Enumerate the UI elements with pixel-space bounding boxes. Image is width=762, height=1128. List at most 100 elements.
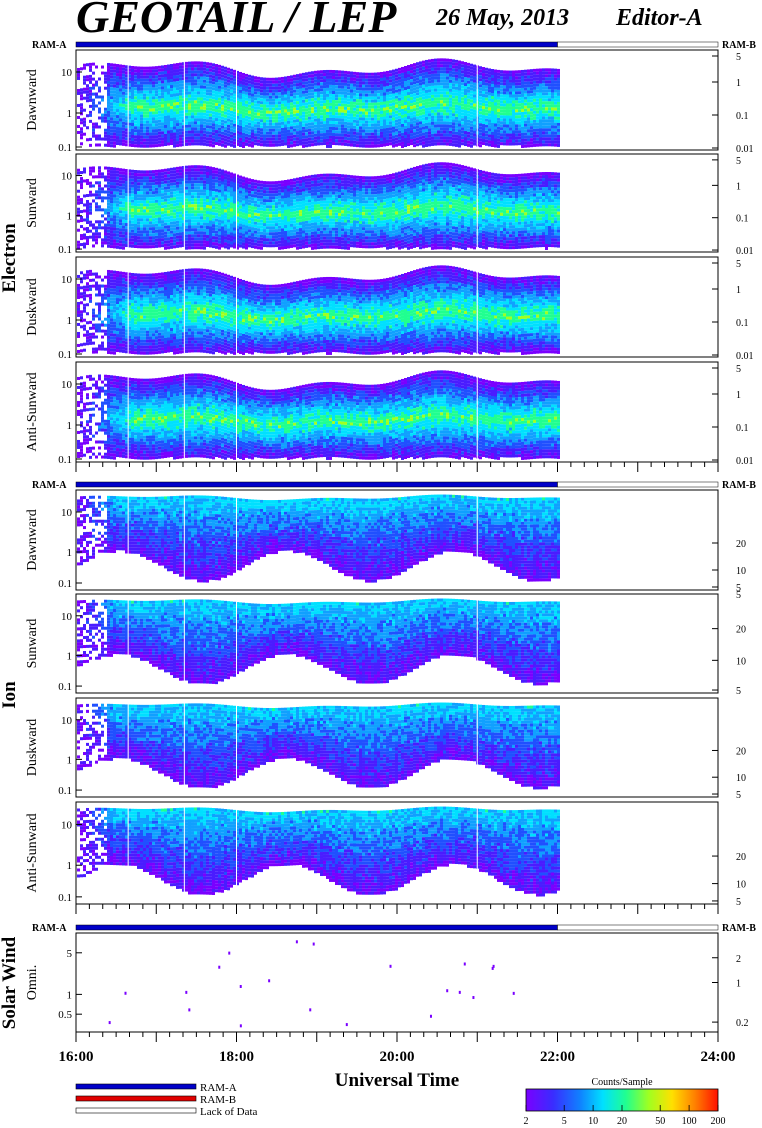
panel-label: Duskward: [25, 719, 40, 777]
ram-bar-left-label: RAM-A: [32, 40, 67, 51]
x-tick-label: 16:00: [59, 1049, 94, 1065]
colorbar-tick-label: 2: [524, 1116, 529, 1127]
group-label-solar-wind: Solar Wind: [0, 936, 20, 1029]
left-tick-label: 0.1: [58, 454, 72, 466]
plot-date: 26 May, 2013: [435, 5, 569, 31]
right-tick-label: 10: [736, 880, 746, 891]
heatmap: [109, 940, 515, 1027]
panel-ion-duskward: Duskward 10 1 0.1 20 10 5: [25, 698, 746, 801]
panel-label: Anti-Sunward: [25, 813, 40, 892]
right-tick-label: 20: [736, 539, 746, 550]
panel-ion-sunward: Sunward 10 1 0.1 5 20 10 5: [25, 590, 746, 697]
ram-a-segment: [76, 482, 558, 487]
right-tick-label: 5: [736, 52, 741, 63]
right-tick-label: 10: [736, 566, 746, 577]
right-tick-label: 5: [736, 790, 741, 801]
left-tick-label: 10: [61, 171, 73, 183]
left-tick-label: 10: [61, 507, 73, 519]
right-tick-label: 20: [736, 625, 746, 636]
left-tick-label: 0.1: [58, 892, 72, 904]
right-tick-label: 10: [736, 656, 746, 667]
right-tick-label: 1: [736, 181, 741, 192]
heatmap: [77, 596, 560, 691]
ram-bar-ion: RAM-A RAM-B: [32, 480, 756, 491]
lack-of-data-segment: [558, 482, 719, 487]
right-tick-label: 5: [736, 686, 741, 697]
panel-label: Omni.: [25, 965, 40, 1000]
left-tick-label: 0.1: [58, 681, 72, 693]
legend-swatch-ram-b: [76, 1096, 196, 1101]
ram-bar-right-label: RAM-B: [722, 40, 756, 51]
panel-label: Duskward: [25, 278, 40, 336]
left-tick-label: 1: [67, 650, 73, 662]
right-tick-label: 0.01: [736, 351, 754, 362]
right-tick-label: 5: [736, 364, 741, 375]
heatmap: [77, 700, 560, 795]
right-tick-label: 0.1: [736, 423, 749, 434]
ram-bar-right-label: RAM-B: [722, 480, 756, 491]
ram-bar-left-label: RAM-A: [32, 923, 67, 934]
colorbar-tick-label: 5: [562, 1116, 567, 1127]
right-tick-label: 5: [736, 897, 741, 908]
x-tick-label: 24:00: [701, 1049, 736, 1065]
heatmap: [77, 804, 560, 902]
right-tick-label: 0.01: [736, 246, 754, 257]
right-tick-label: 5: [736, 590, 741, 601]
panel-label: Sunward: [25, 619, 40, 669]
left-tick-label: 1: [67, 754, 73, 766]
left-tick-label: 1: [67, 108, 73, 120]
colorbar-tick-label: 20: [617, 1116, 627, 1127]
left-tick-label: 5: [67, 948, 73, 960]
right-tick-label: 0.1: [736, 318, 749, 329]
right-tick-label: 1: [736, 979, 741, 990]
ram-bar-solar-wind: RAM-A RAM-B: [32, 923, 756, 934]
panel-frame: [76, 933, 718, 1032]
group-label-ion: Ion: [0, 681, 20, 709]
ram-bar-right-label: RAM-B: [722, 923, 756, 934]
right-tick-label: 0.1: [736, 111, 749, 122]
left-tick-label: 10: [61, 611, 73, 623]
x-tick-label: 18:00: [219, 1049, 254, 1065]
heatmap: [77, 259, 560, 355]
ram-a-segment: [76, 42, 558, 47]
x-tick-label: 22:00: [540, 1049, 575, 1065]
lack-of-data-segment: [558, 42, 719, 47]
colorbar-title: Counts/Sample: [591, 1077, 653, 1088]
colorbar-tick-label: 10: [588, 1116, 598, 1127]
left-tick-label: 1: [67, 420, 73, 432]
left-tick-label: 0.1: [58, 785, 72, 797]
left-tick-label: 1: [67, 315, 73, 327]
legend-swatch-lack-of-data: [76, 1108, 196, 1113]
ram-legend: RAM-A RAM-B Lack of Data: [76, 1082, 258, 1118]
left-tick-label: 0.1: [58, 244, 72, 256]
left-tick-label: 0.1: [58, 349, 72, 361]
heatmap: [77, 492, 560, 588]
left-tick-label: 10: [61, 715, 73, 727]
right-tick-label: 0.2: [736, 1018, 749, 1029]
x-axis-label: Universal Time: [335, 1070, 459, 1091]
left-tick-label: 10: [61, 67, 73, 79]
colorbar-tick-label: 50: [655, 1116, 665, 1127]
x-tick-label: 20:00: [380, 1049, 415, 1065]
plot-edition: Editor-A: [615, 5, 703, 31]
right-tick-label: 10: [736, 773, 746, 784]
right-tick-label: 20: [736, 746, 746, 757]
heatmap: [77, 364, 560, 460]
legend-label-ram-a: RAM-A: [200, 1082, 237, 1094]
colorbar-tick-label: 200: [711, 1116, 726, 1127]
right-tick-label: 5: [736, 259, 741, 270]
group-label-electron: Electron: [0, 223, 20, 293]
panel-label: Anti-Sunward: [25, 372, 40, 451]
panel-label: Dawnward: [25, 69, 40, 130]
plot-title: GEOTAIL / LEP: [76, 0, 397, 42]
right-tick-label: 20: [736, 852, 746, 863]
spectrogram-panels: RAM-A RAM-B Dawnward 10 1 0.1 5 1 0.1 0.01 Sunward…: [25, 40, 756, 1042]
heatmap: [77, 156, 560, 250]
right-tick-label: 2: [736, 954, 741, 965]
